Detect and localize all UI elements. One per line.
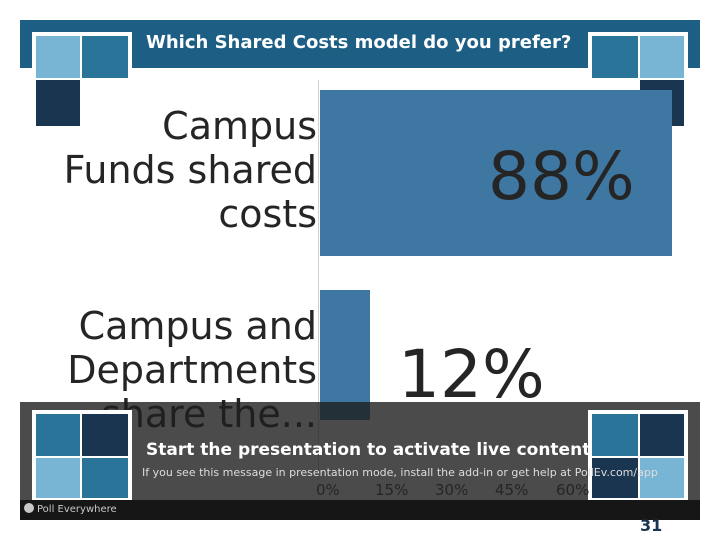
deco-square — [592, 36, 638, 78]
deco-square — [82, 36, 128, 78]
activation-overlay — [20, 402, 700, 500]
deco-square — [36, 80, 80, 126]
deco-square — [82, 458, 128, 498]
chart-axis-line — [318, 80, 319, 480]
chart-bar — [320, 90, 672, 256]
deco-square — [36, 414, 80, 456]
footer-bar — [20, 500, 700, 520]
brand-name: Poll Everywhere — [37, 504, 117, 515]
x-tick-label: 15% — [375, 481, 409, 499]
title-band — [20, 20, 700, 68]
x-tick-label: 45% — [495, 481, 529, 499]
chart-bar — [320, 290, 370, 420]
deco-square — [640, 414, 684, 456]
deco-square — [36, 36, 80, 78]
poll-everywhere-logo: Poll Everywhere — [24, 503, 117, 515]
overlay-title: Start the presentation to activate live … — [146, 440, 591, 460]
deco-square — [36, 458, 80, 498]
value-label: 12% — [398, 336, 545, 413]
deco-square — [592, 414, 638, 456]
category-label: Campus Funds shared costs — [63, 104, 317, 236]
value-label: 88% — [488, 138, 635, 215]
overlay-subtitle[interactable]: If you see this message in presentation … — [142, 466, 658, 479]
deco-square — [592, 458, 638, 498]
x-tick-label: 30% — [435, 481, 469, 499]
poll-everywhere-icon — [24, 503, 34, 513]
x-tick-label: 60% — [556, 481, 590, 499]
corner-mark: 31 — [640, 516, 663, 535]
x-tick-label: 0% — [316, 481, 340, 499]
deco-square — [82, 414, 128, 456]
deco-square — [640, 458, 684, 498]
poll-question: Which Shared Costs model do you prefer? — [146, 32, 572, 53]
deco-square — [640, 36, 684, 78]
